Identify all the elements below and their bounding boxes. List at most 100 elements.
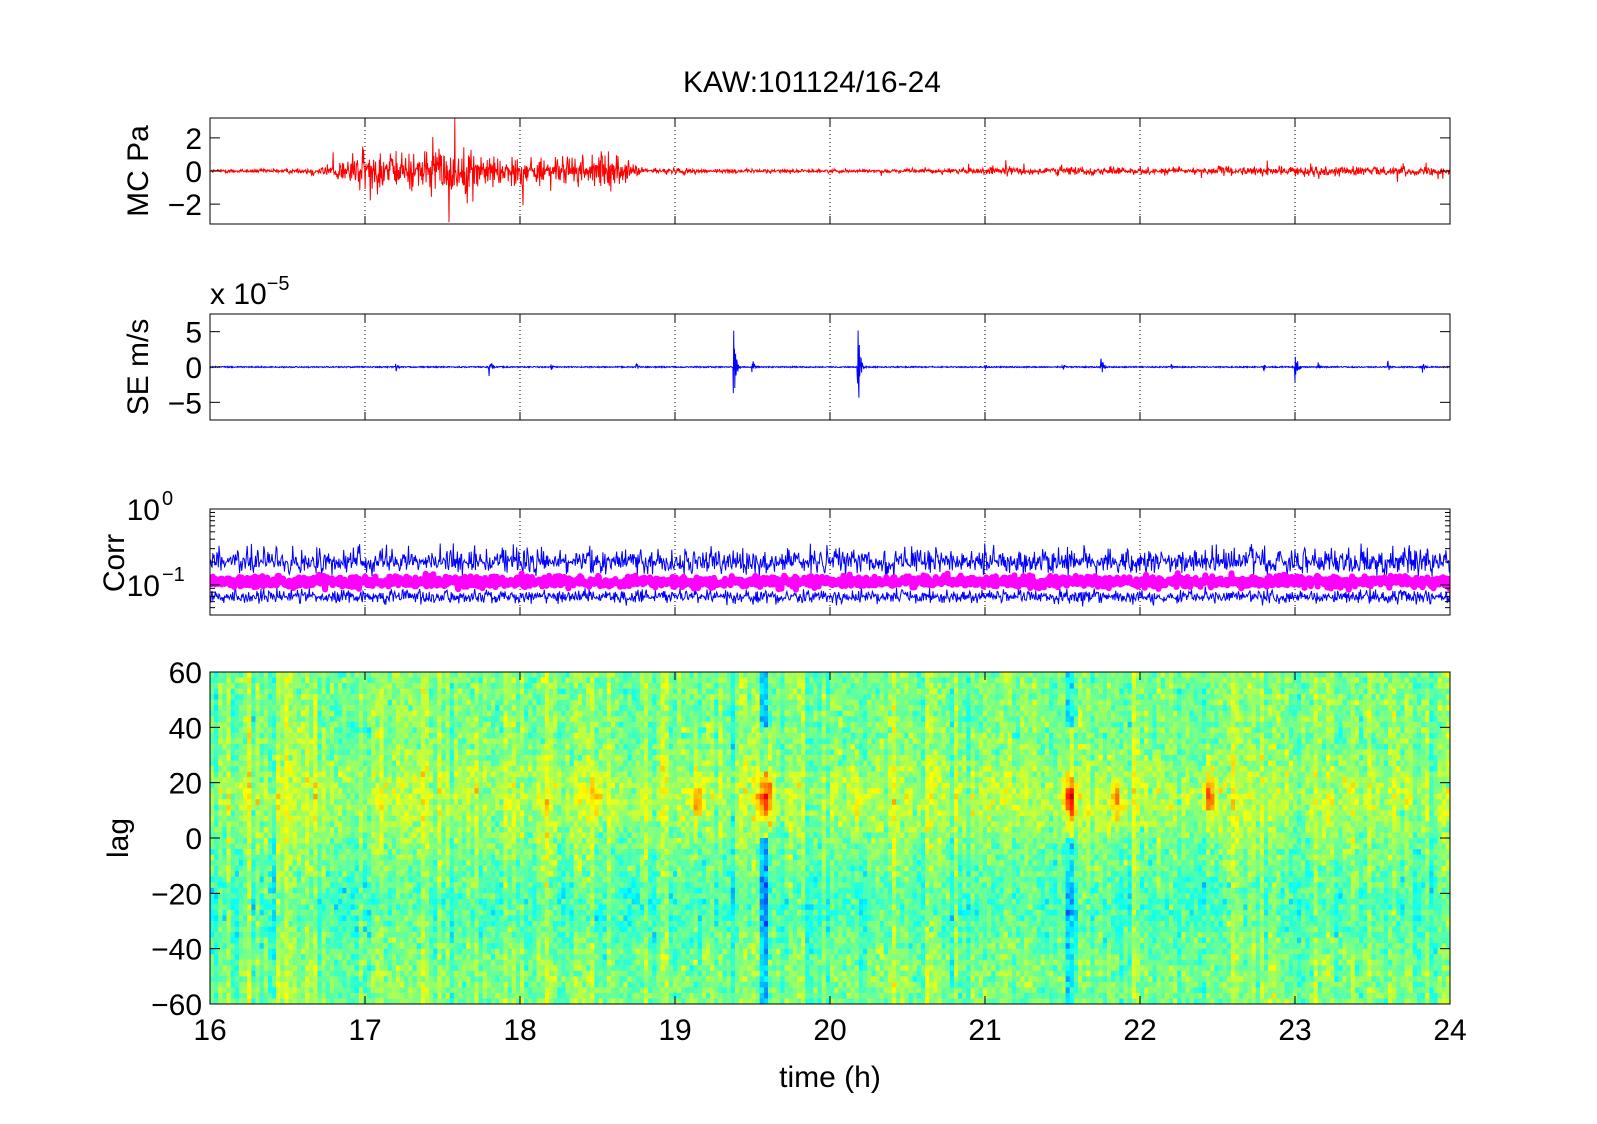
heatmap-cell	[350, 738, 356, 745]
heatmap-cell	[424, 721, 430, 728]
heatmap-cell	[507, 721, 513, 728]
se-ylabel: SE m/s	[122, 319, 155, 416]
heatmap-cell	[404, 672, 409, 679]
heatmap-cell	[305, 755, 310, 762]
heatmap-cell	[288, 810, 294, 817]
heatmap-cell	[466, 810, 471, 817]
heatmap-cell	[367, 777, 372, 784]
heatmap-cell	[420, 672, 426, 679]
heatmap-cell	[218, 710, 223, 717]
heatmap-cell	[276, 893, 281, 900]
heatmap-cell	[251, 898, 257, 905]
heatmap-cell	[362, 766, 368, 773]
heatmap-cell	[358, 683, 364, 690]
heatmap-cell	[387, 815, 393, 822]
heatmap-cell	[222, 970, 228, 977]
heatmap-cell	[251, 932, 257, 939]
heatmap-cell	[424, 699, 430, 706]
heatmap-cell	[433, 909, 438, 917]
y-tick-exponent: −1	[162, 564, 185, 586]
heatmap-cell	[317, 694, 323, 701]
heatmap-cell	[495, 932, 500, 939]
heatmap-cell	[300, 760, 306, 767]
heatmap-cell	[367, 943, 372, 950]
heatmap-cell	[259, 959, 265, 966]
heatmap-cell	[362, 738, 368, 745]
heatmap-cell	[284, 849, 290, 856]
heatmap-cell	[243, 932, 248, 939]
heatmap-cell	[391, 860, 397, 867]
heatmap-cell	[499, 732, 505, 739]
heatmap-cell	[263, 948, 269, 955]
heatmap-cell	[503, 843, 509, 850]
heatmap-cell	[404, 677, 409, 684]
heatmap-cell	[358, 699, 364, 706]
heatmap-cell	[309, 937, 314, 944]
heatmap-cell	[243, 849, 248, 856]
heatmap-cell	[416, 876, 422, 883]
heatmap-cell	[416, 821, 422, 828]
heatmap-cell	[511, 672, 517, 679]
heatmap-cell	[284, 943, 290, 950]
heatmap-cell	[515, 965, 521, 972]
heatmap-cell	[238, 893, 244, 900]
heatmap-cell	[420, 788, 426, 795]
heatmap-cell	[391, 826, 397, 834]
heatmap-cell	[226, 904, 232, 911]
heatmap-cell	[267, 826, 273, 834]
heatmap-cell	[404, 793, 409, 800]
heatmap-cell	[296, 965, 302, 972]
heatmap-cell	[214, 815, 219, 822]
heatmap-cell	[458, 998, 463, 1004]
heatmap-cell	[536, 948, 542, 955]
heatmap-cell	[251, 965, 257, 972]
heatmap-cell	[532, 987, 538, 994]
heatmap-cell	[238, 799, 244, 806]
heatmap-cell	[334, 959, 339, 966]
heatmap-cell	[387, 876, 393, 883]
heatmap-cell	[338, 849, 343, 856]
heatmap-cell	[247, 981, 252, 988]
heatmap-cell	[276, 965, 281, 972]
heatmap-cell	[499, 904, 505, 911]
heatmap-cell	[367, 998, 372, 1004]
heatmap-cell	[292, 959, 298, 966]
heatmap-cell	[383, 743, 389, 751]
mc-series-line	[210, 118, 1450, 223]
heatmap-cell	[437, 871, 443, 878]
heatmap-cell	[491, 826, 496, 834]
heatmap-cell	[528, 826, 533, 834]
heatmap-cell	[536, 771, 542, 778]
heatmap-cell	[329, 710, 335, 717]
heatmap-cell	[300, 876, 306, 883]
heatmap-cell	[276, 705, 281, 712]
heatmap-cell	[300, 909, 306, 917]
heatmap-cell	[420, 727, 426, 734]
heatmap-cell	[404, 760, 409, 767]
heatmap-cell	[404, 838, 409, 845]
heatmap-cell	[367, 716, 372, 723]
heatmap-cell	[358, 694, 364, 701]
heatmap-cell	[445, 760, 451, 767]
heatmap-cell	[234, 760, 240, 767]
heatmap-cell	[296, 683, 302, 690]
heatmap-cell	[267, 716, 273, 723]
heatmap-cell	[540, 760, 546, 767]
heatmap-cell	[218, 932, 223, 939]
heatmap-cell	[226, 915, 232, 922]
heatmap-cell	[536, 716, 542, 723]
heatmap-cell	[424, 677, 430, 684]
heatmap-cell	[466, 755, 471, 762]
heatmap-cell	[238, 672, 244, 679]
heatmap-cell	[383, 815, 389, 822]
heatmap-cell	[441, 727, 447, 734]
heatmap-cell	[449, 705, 455, 712]
heatmap-cell	[528, 954, 533, 961]
corr-ylabel: Corr	[98, 534, 131, 592]
heatmap-cell	[313, 677, 319, 684]
heatmap-cell	[383, 821, 389, 828]
heatmap-cell	[276, 937, 281, 944]
heatmap-cell	[218, 860, 223, 867]
heatmap-cell	[338, 755, 343, 762]
